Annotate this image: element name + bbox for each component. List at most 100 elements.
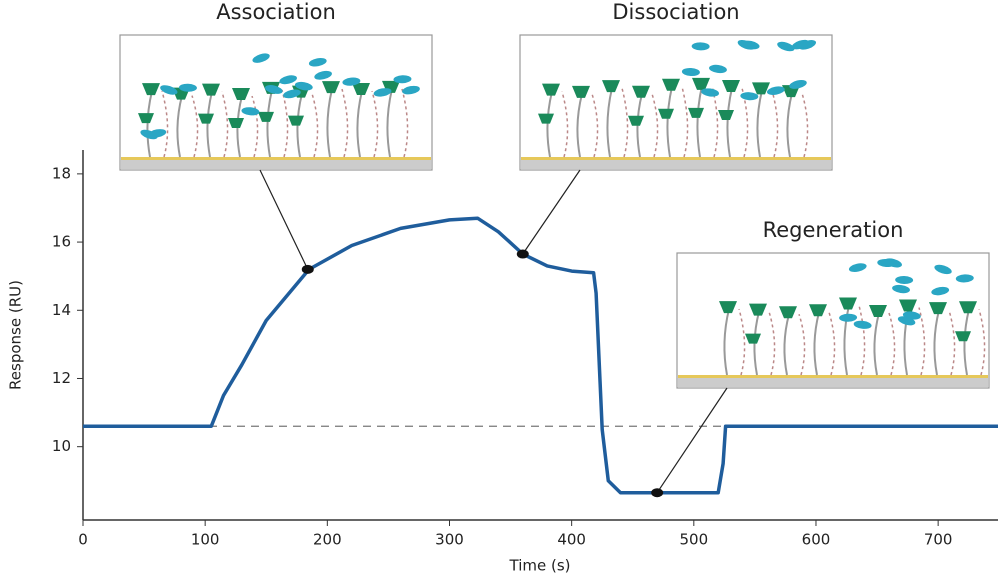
ligand — [899, 299, 917, 312]
ligand — [602, 80, 620, 93]
analyte — [279, 75, 297, 85]
ligand — [542, 83, 560, 96]
ligand — [322, 81, 340, 94]
ligand — [869, 305, 887, 318]
analyte — [877, 258, 896, 268]
ligand — [658, 108, 674, 119]
chain — [651, 93, 659, 158]
ligand-stalk — [873, 312, 880, 376]
chain — [888, 312, 896, 376]
chain — [771, 90, 779, 158]
ligand — [288, 115, 304, 126]
ligand-stalk — [783, 313, 790, 376]
analyte — [934, 264, 952, 275]
ligand — [745, 333, 761, 344]
ligand-stalk — [206, 91, 213, 158]
ligand — [662, 78, 680, 91]
chain — [801, 92, 809, 158]
sensor-surface — [121, 158, 431, 169]
x-tick-label: 700 — [924, 531, 953, 549]
analyte — [178, 83, 197, 92]
chain — [221, 91, 229, 158]
callout-line — [656, 387, 728, 494]
chain — [191, 95, 199, 158]
annotation-label: Dissociation — [612, 0, 739, 24]
ligand — [198, 113, 214, 124]
sensor-surface — [521, 158, 831, 169]
x-tick-label: 500 — [679, 531, 708, 549]
ligand-stalk — [843, 305, 850, 376]
inset-frame — [519, 34, 833, 171]
ligand-stalk — [356, 90, 363, 158]
ligand-stalk — [386, 88, 393, 158]
y-tick-label: 10 — [52, 437, 71, 455]
inset — [519, 34, 833, 171]
ligand — [719, 301, 737, 314]
ligand — [538, 113, 554, 124]
ligand-stalk — [146, 90, 153, 158]
analyte — [402, 85, 420, 95]
inset — [119, 34, 433, 171]
chain — [768, 311, 776, 376]
ligand — [809, 304, 827, 317]
ligand-stalk — [266, 89, 273, 158]
chain — [918, 307, 926, 376]
analyte — [342, 77, 361, 86]
analyte — [148, 129, 167, 138]
analyte — [709, 64, 727, 74]
x-axis-label: Time (s) — [509, 557, 571, 575]
analyte — [691, 42, 710, 51]
analyte — [791, 39, 810, 50]
analyte — [931, 286, 950, 296]
ligand — [688, 107, 704, 118]
ligand-stalk — [723, 308, 730, 376]
ligand-stalk — [813, 311, 820, 376]
analyte — [314, 70, 332, 80]
ligand — [749, 303, 767, 316]
ligand-stalk — [546, 91, 553, 158]
x-tick-label: 300 — [435, 531, 464, 549]
chain — [738, 308, 746, 376]
ligand — [228, 118, 244, 129]
ligand — [628, 115, 644, 126]
chain — [341, 88, 349, 158]
analyte — [839, 313, 858, 322]
ligand — [352, 83, 370, 96]
chain — [591, 93, 599, 158]
chain — [798, 313, 806, 376]
annotation-point — [301, 264, 314, 274]
callout-line — [259, 169, 309, 270]
ligand-stalk — [786, 92, 793, 158]
ligand-stalk — [963, 309, 970, 376]
annotation-label: Association — [216, 0, 336, 24]
ligand — [752, 82, 770, 95]
analyte — [701, 88, 720, 97]
x-tick-label: 0 — [78, 531, 88, 549]
chain — [161, 90, 169, 158]
x-tick-label: 400 — [557, 531, 586, 549]
annotation-label: Regeneration — [763, 218, 904, 242]
ligand — [779, 306, 797, 319]
chain — [948, 309, 956, 376]
analyte — [853, 320, 872, 329]
chain — [561, 91, 569, 158]
gold-layer — [678, 375, 988, 378]
ligand — [202, 83, 220, 96]
ligand-stalk — [666, 86, 673, 158]
ligand-stalk — [176, 95, 183, 158]
gold-layer — [121, 157, 431, 160]
x-tick-label: 200 — [313, 531, 342, 549]
analyte — [766, 86, 785, 95]
analyte — [241, 107, 260, 116]
ligand — [839, 297, 857, 310]
ligand-stalk — [606, 87, 613, 158]
callout-line — [522, 169, 581, 255]
ligand — [692, 77, 710, 90]
ligand — [142, 83, 160, 96]
chain — [828, 312, 836, 376]
chain — [251, 95, 259, 158]
chain — [371, 90, 379, 158]
ligand-stalk — [756, 90, 763, 158]
ligand — [632, 85, 650, 98]
y-tick-label: 18 — [52, 164, 71, 182]
